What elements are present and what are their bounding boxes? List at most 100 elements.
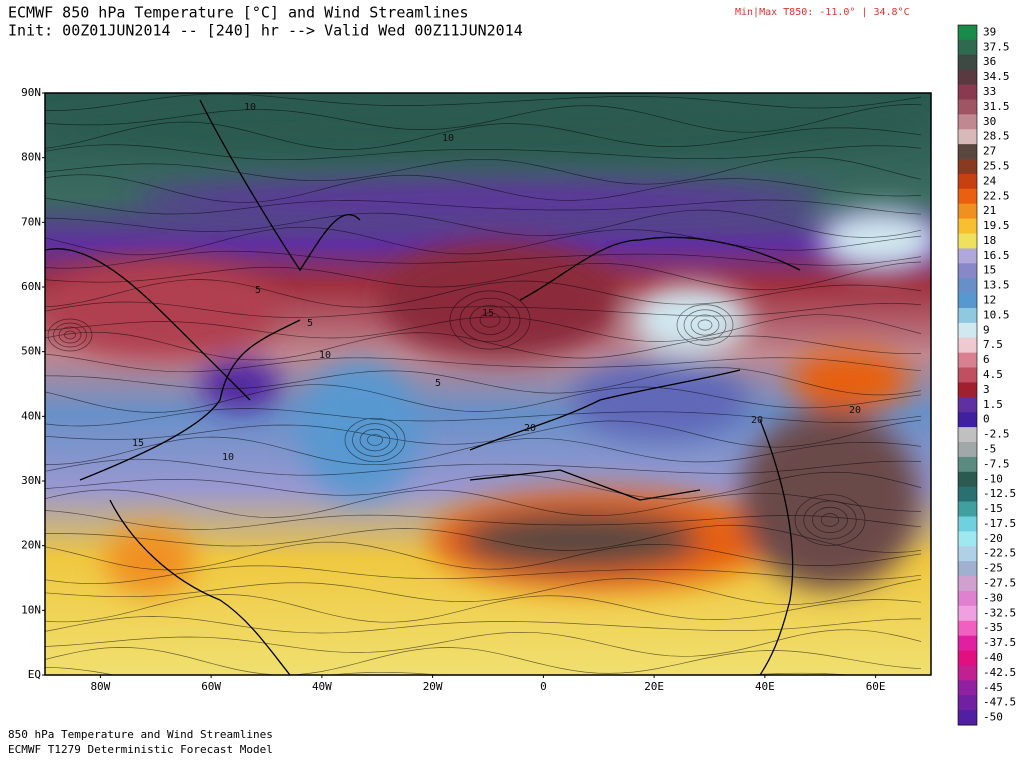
colorbar-label: 6 bbox=[983, 353, 990, 366]
contour-label: 10 bbox=[222, 452, 234, 463]
streamline bbox=[45, 667, 854, 675]
lat-label: 80N bbox=[21, 151, 41, 164]
streamline bbox=[45, 629, 922, 657]
colorbar-label: -37.5 bbox=[983, 636, 1016, 649]
streamline bbox=[45, 510, 922, 530]
colorbar-label: -50 bbox=[983, 711, 1003, 724]
colorbar-label: -5 bbox=[983, 442, 996, 455]
streamline bbox=[676, 304, 734, 346]
streamline bbox=[45, 226, 922, 256]
streamline bbox=[45, 250, 922, 269]
colorbar-label: -17.5 bbox=[983, 517, 1016, 530]
contour-label: 15 bbox=[482, 308, 494, 319]
colorbar-swatch bbox=[958, 144, 977, 160]
colorbar-swatch bbox=[958, 25, 977, 41]
colorbar-swatch bbox=[958, 114, 977, 130]
colorbar-swatch bbox=[958, 516, 977, 532]
lat-label: 60N bbox=[21, 280, 41, 293]
contour-label: 5 bbox=[307, 318, 313, 329]
colorbar-swatch bbox=[958, 397, 977, 413]
colorbar-swatch bbox=[958, 576, 977, 592]
colorbar-label: 36 bbox=[983, 55, 996, 68]
colorbar-swatch bbox=[958, 218, 977, 235]
colorbar-swatch bbox=[958, 635, 977, 652]
streamline bbox=[45, 279, 922, 308]
lon-label: 40W bbox=[312, 680, 332, 693]
colorbar-label: 24 bbox=[983, 174, 997, 187]
colorbar-label: 16.5 bbox=[983, 249, 1010, 262]
streamline bbox=[45, 121, 922, 150]
streamline bbox=[45, 104, 922, 133]
minmax: Min|Max T850: -11.0° | 34.8°C bbox=[735, 7, 910, 18]
colorbar-swatch bbox=[958, 99, 977, 115]
streamline bbox=[690, 314, 720, 336]
colorbar-label: 10.5 bbox=[983, 308, 1010, 321]
colorbar-swatch bbox=[958, 695, 977, 711]
contour-label: 20 bbox=[849, 405, 861, 416]
lat-label: 30N bbox=[21, 474, 41, 487]
footer-line: ECMWF T1279 Deterministic Forecast Model bbox=[8, 743, 273, 756]
contour-label: 15 bbox=[132, 438, 144, 449]
lat-label: EQ bbox=[28, 668, 41, 681]
colorbar-label: 34.5 bbox=[983, 70, 1010, 83]
contour-label: 10 bbox=[244, 102, 256, 113]
streamline bbox=[45, 458, 922, 476]
colorbar-swatch bbox=[958, 278, 977, 294]
colorbar-swatch bbox=[958, 367, 977, 383]
streamline bbox=[45, 578, 922, 605]
streamline bbox=[794, 494, 866, 546]
lon-label: 60E bbox=[866, 680, 886, 693]
colorbar-label: -45 bbox=[983, 681, 1003, 694]
colorbar-swatch bbox=[958, 307, 977, 324]
streamline bbox=[803, 500, 857, 540]
contour-label: 10 bbox=[442, 133, 454, 144]
colorbar-swatch bbox=[958, 486, 977, 503]
lat-label: 50N bbox=[21, 345, 41, 358]
colorbar-label: 7.5 bbox=[983, 338, 1003, 351]
colorbar-swatch bbox=[958, 188, 977, 205]
streamline bbox=[344, 417, 406, 463]
lon-label: 0 bbox=[540, 680, 547, 693]
colorbar-swatch bbox=[958, 159, 977, 175]
colorbar-label: 39 bbox=[983, 25, 996, 38]
colorbar-swatch bbox=[958, 442, 977, 458]
colorbar-label: 15 bbox=[983, 264, 996, 277]
streamline bbox=[367, 434, 383, 446]
contour-label: 5 bbox=[255, 285, 261, 296]
streamline bbox=[683, 309, 727, 341]
streamline bbox=[359, 428, 391, 452]
streamline bbox=[45, 408, 922, 427]
colorbar-swatch bbox=[958, 650, 977, 666]
map-frame bbox=[44, 92, 932, 676]
colorbar-swatch bbox=[958, 412, 977, 428]
colorbar-label: -20 bbox=[983, 532, 1003, 545]
lat-label: 40N bbox=[21, 409, 41, 422]
lat-label: 10N bbox=[21, 603, 41, 616]
streamline bbox=[64, 330, 76, 340]
streamline bbox=[45, 489, 922, 518]
streamline bbox=[45, 647, 922, 675]
colorbar-swatch bbox=[958, 293, 977, 309]
colorbar-label: -25 bbox=[983, 562, 1003, 575]
lon-label: 20E bbox=[644, 680, 664, 693]
colorbar-label: 0 bbox=[983, 413, 990, 426]
colorbar-label: -32.5 bbox=[983, 606, 1016, 619]
colorbar-label: 31.5 bbox=[983, 100, 1010, 113]
streamline bbox=[812, 506, 848, 534]
colorbar-label: 30 bbox=[983, 115, 996, 128]
lon-label: 40E bbox=[755, 680, 775, 693]
colorbar-label: -12.5 bbox=[983, 487, 1016, 500]
colorbar-swatch bbox=[958, 69, 977, 86]
colorbar-label: 19.5 bbox=[983, 219, 1010, 232]
colorbar-label: -22.5 bbox=[983, 547, 1016, 560]
colorbar-swatch bbox=[958, 382, 977, 398]
colorbar-swatch bbox=[958, 263, 977, 279]
title: ECMWF 850 hPa Temperature [°C] and Wind … bbox=[8, 4, 469, 22]
colorbar-label: -10 bbox=[983, 472, 1003, 485]
streamline bbox=[352, 423, 398, 457]
colorbar-swatch bbox=[958, 427, 977, 443]
streamline bbox=[47, 318, 93, 352]
colorbar-label: -2.5 bbox=[983, 428, 1010, 441]
streamline bbox=[45, 353, 922, 373]
